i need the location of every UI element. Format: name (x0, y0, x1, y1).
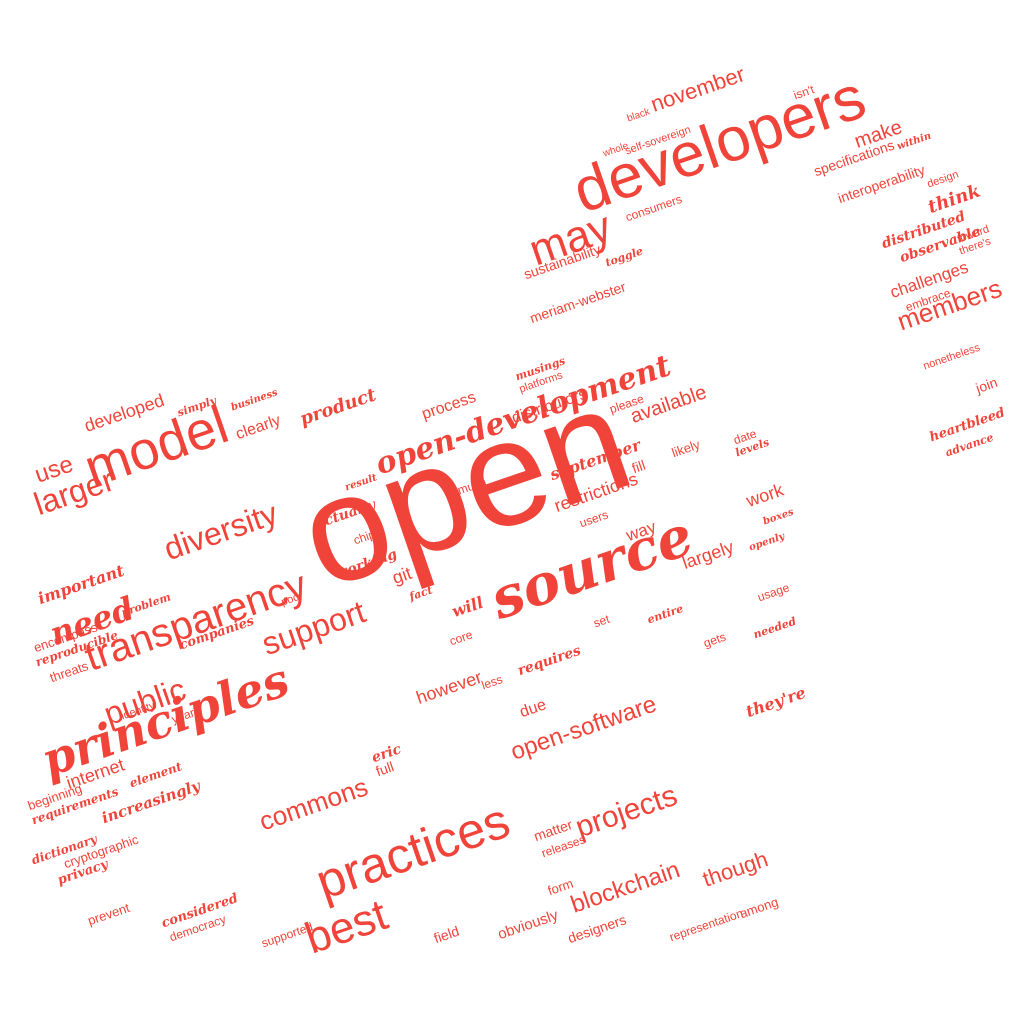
cloud-word: best (299, 890, 394, 964)
cloud-word: practices (309, 792, 517, 911)
cloud-word: among (737, 894, 781, 922)
cloud-word: less (479, 672, 505, 693)
cloud-word: supported (259, 919, 315, 951)
cloud-word: projects (571, 778, 682, 845)
cloud-word: commons (255, 771, 372, 837)
cloud-word: set (591, 611, 612, 631)
cloud-word: field (431, 922, 462, 947)
cloud-word: clearly (233, 412, 283, 444)
cloud-word: due (517, 696, 549, 722)
cloud-word: prevent (85, 899, 132, 929)
cloud-word: core (447, 627, 475, 649)
cloud-word: nonetheless (921, 341, 982, 373)
cloud-word: full (373, 758, 396, 780)
cloud-word: openly (747, 531, 787, 554)
cloud-word: meriam-webster (527, 278, 628, 327)
cloud-word: product (297, 384, 379, 430)
cloud-word: entire (645, 601, 685, 627)
cloud-word: black (625, 106, 652, 125)
cloud-word: join (973, 373, 1000, 397)
cloud-word: likely (669, 436, 702, 461)
cloud-word: blockchain (567, 856, 684, 919)
cloud-word: interoperability (835, 161, 927, 207)
cloud-word: diversity (159, 494, 283, 568)
cloud-word: obviously (495, 906, 561, 944)
cloud-word: boxes (761, 506, 796, 528)
cloud-word: business (229, 387, 280, 414)
cloud-word: representation (667, 906, 745, 945)
cloud-word: they're (743, 682, 809, 722)
cloud-word: usage (755, 580, 792, 605)
cloud-word: work (743, 479, 787, 511)
cloud-word: however (413, 666, 485, 708)
cloud-word: requires (515, 642, 584, 680)
cloud-word: will (449, 592, 486, 622)
cloud-word: though (699, 846, 772, 892)
cloud-word: gets (701, 629, 728, 651)
cloud-word: needed (751, 614, 798, 642)
